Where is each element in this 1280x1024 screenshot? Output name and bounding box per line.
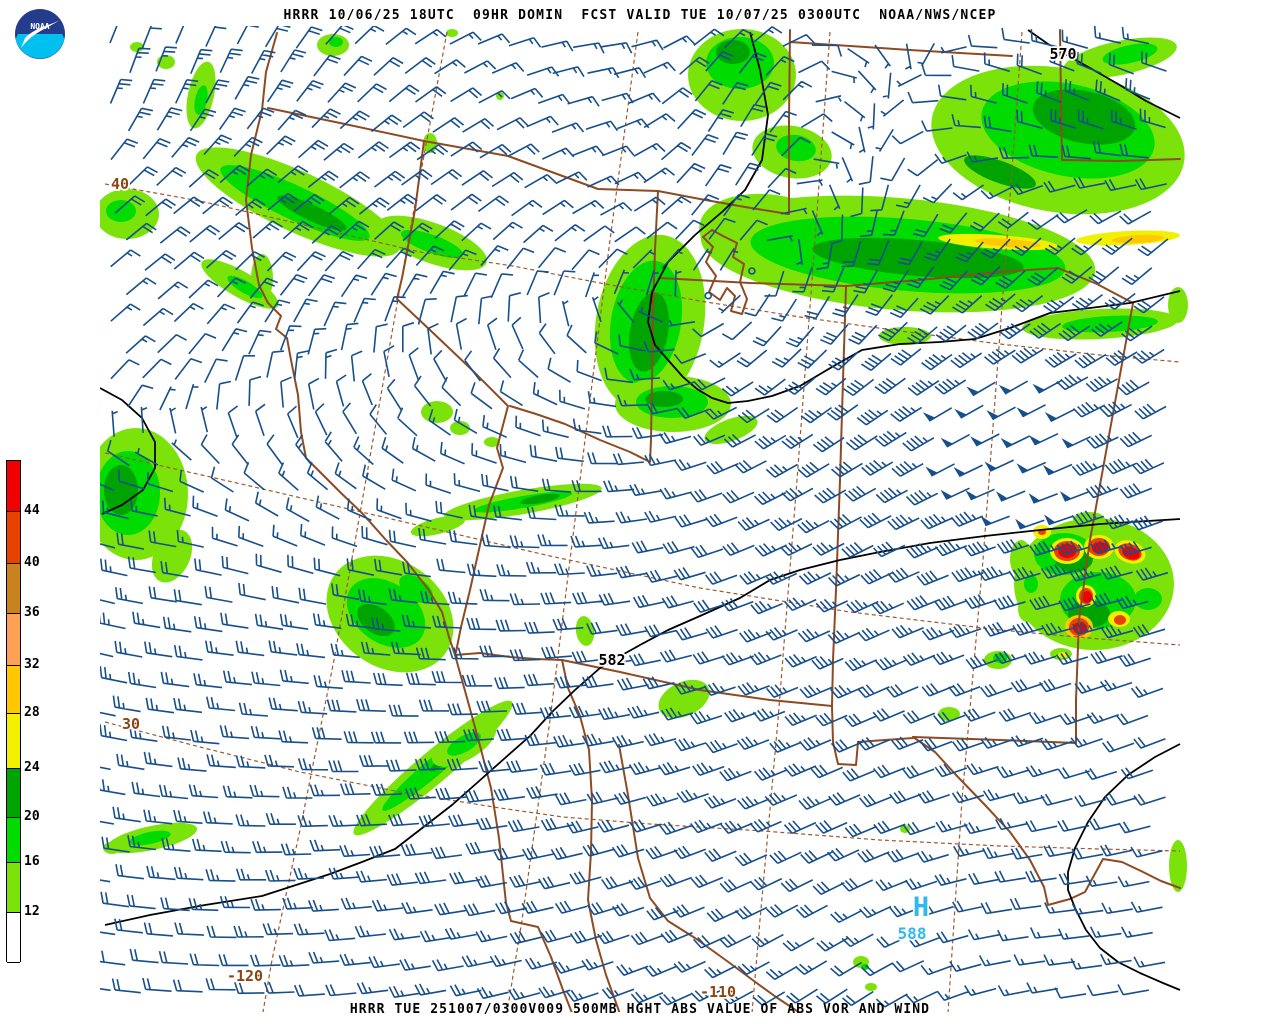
colorbar-segment <box>7 714 20 769</box>
map-label-582: 582 <box>598 651 625 669</box>
colorbar-segment <box>7 461 20 512</box>
colorbar-segment <box>7 863 20 913</box>
vorticity-patches <box>100 29 1188 991</box>
colorbar-label: 12 <box>24 904 40 919</box>
colorbar-segment <box>7 913 20 963</box>
map-label-H: H <box>913 892 929 923</box>
colorbar-label: 24 <box>24 760 40 775</box>
colorbar-label: 36 <box>24 605 40 620</box>
map-label-588: 588 <box>898 924 927 943</box>
map-label-110: -110 <box>700 983 736 1001</box>
colorbar-label: 44 <box>24 503 40 518</box>
bottom-title: HRRR TUE 251007/0300V009 500MB HGHT ABS … <box>349 1002 931 1017</box>
colorbar-label: 32 <box>24 657 40 672</box>
colorbar-label: 20 <box>24 809 40 824</box>
top-title: HRRR 10/06/25 18UTC 09HR DOMIN FCST VALI… <box>283 8 997 23</box>
colorbar-label: 28 <box>24 705 40 720</box>
colorbar-segment <box>7 614 20 666</box>
map-label-120: -120 <box>227 967 263 985</box>
wind-barb-strokes <box>100 26 1169 1008</box>
colorbar-segment <box>7 818 20 863</box>
colorbar-label: 40 <box>24 555 40 570</box>
vorticity-colorbar <box>6 460 21 963</box>
colorbar-label: 16 <box>24 854 40 869</box>
map-label-570: 570 <box>1049 45 1076 63</box>
noaa-logo-text: NOAA <box>30 22 49 31</box>
map-label-40: 40 <box>111 175 129 193</box>
colorbar-segment <box>7 666 20 714</box>
wind-barbs <box>100 26 1169 1008</box>
colorbar-segment <box>7 564 20 614</box>
colorbar-segment <box>7 512 20 564</box>
wind-barb-pennants <box>922 383 1074 529</box>
colorbar-segment <box>7 769 20 818</box>
noaa-logo: NOAA <box>15 9 65 59</box>
map-label-30: 30 <box>122 715 140 733</box>
